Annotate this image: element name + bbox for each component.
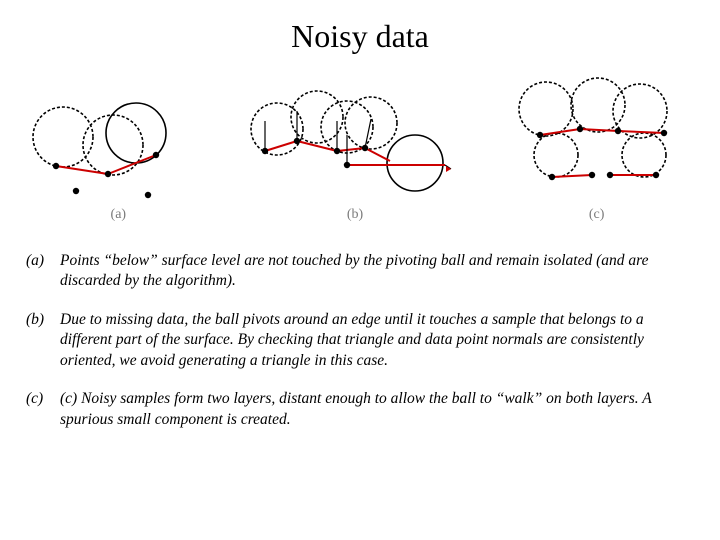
caption-b-text: Due to missing data, the ball pivots aro… [60,310,694,371]
sublabel-b: (b) [347,207,363,223]
caption-a-text: Points “below” surface level are not tou… [60,251,694,292]
caption-a: (a) Points “below” surface level are not… [26,251,694,292]
panel-c: (c) [492,65,702,223]
caption-c-tag: (c) [26,389,60,430]
sublabel-a: (a) [111,207,127,223]
caption-a-tag: (a) [26,251,60,292]
caption-b: (b) Due to missing data, the ball pivots… [26,310,694,371]
sublabel-c: (c) [589,207,605,223]
caption-c: (c) (c) Noisy samples form two layers, d… [26,389,694,430]
diagram-b-svg [235,65,475,205]
page-title: Noisy data [0,0,720,55]
panel-a: (a) [18,65,218,223]
diagram-a-svg [18,65,218,205]
caption-list: (a) Points “below” surface level are not… [0,223,720,430]
diagram-row: (a) (b) (c) [0,55,720,223]
diagram-c-svg [492,65,702,205]
panel-b: (b) [235,65,475,223]
caption-b-tag: (b) [26,310,60,371]
caption-c-text: (c) Noisy samples form two layers, dista… [60,389,694,430]
